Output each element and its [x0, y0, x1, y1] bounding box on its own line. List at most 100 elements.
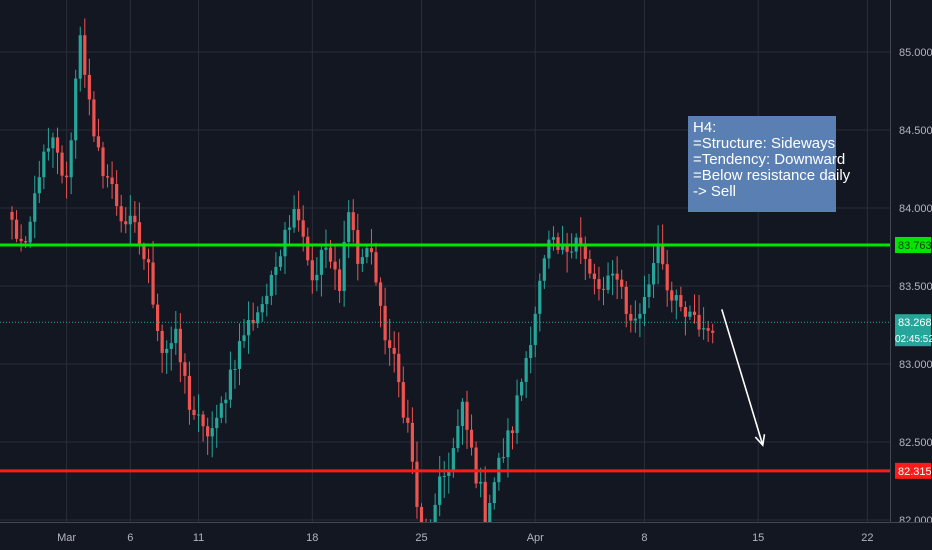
- candle-body: [451, 448, 455, 471]
- candle-body: [342, 242, 346, 291]
- candle-body: [633, 318, 637, 321]
- candle-body: [351, 212, 355, 231]
- support-price-tag[interactable]: [895, 462, 931, 479]
- time-axis-background: [0, 522, 932, 550]
- arrow-head: [754, 434, 766, 447]
- candle-body: [42, 151, 46, 178]
- candle-body: [274, 266, 278, 275]
- candle-body: [183, 362, 187, 376]
- candle-body: [565, 245, 569, 252]
- price-tick-label: 85.000: [899, 47, 932, 59]
- price-tick-label: 83.500: [899, 281, 932, 293]
- candle-body: [301, 220, 305, 237]
- current-price-tag[interactable]: [895, 314, 931, 347]
- candle-body: [447, 470, 451, 476]
- candle-body: [347, 212, 351, 243]
- candle-body: [583, 246, 587, 259]
- candle-body: [611, 273, 615, 276]
- candle-body: [101, 147, 105, 177]
- candle-body: [142, 246, 146, 260]
- candle-body: [55, 137, 60, 153]
- analysis-note[interactable]: H4: =Structure: Sideways =Tendency: Down…: [688, 116, 850, 212]
- candle-body: [206, 426, 210, 437]
- candle-body: [119, 206, 123, 222]
- grid-lines: [0, 0, 890, 522]
- time-tick-label: 8: [641, 532, 647, 544]
- candle-body: [442, 475, 446, 477]
- candle-body: [406, 417, 410, 423]
- candle-body: [19, 238, 23, 242]
- candle-body: [251, 320, 255, 324]
- candle-body: [378, 282, 383, 306]
- candle-body: [310, 260, 314, 281]
- candle-body: [324, 247, 328, 250]
- candle-body: [410, 422, 414, 462]
- candle-body: [438, 476, 442, 505]
- candle-body: [469, 429, 474, 448]
- candle-body: [401, 382, 405, 418]
- candle-body: [560, 245, 565, 250]
- candle-body: [105, 176, 110, 178]
- candle-body: [702, 328, 706, 330]
- candle-body: [415, 461, 419, 507]
- candle-body: [46, 148, 50, 152]
- candle-body: [292, 209, 296, 228]
- candle-body: [260, 304, 264, 313]
- candle-body: [60, 152, 64, 176]
- resistance-price-label: 83.763: [898, 240, 932, 252]
- horizontal-levels[interactable]: [0, 243, 890, 473]
- support-price-label: 82.315: [898, 466, 932, 478]
- candle-body: [620, 279, 624, 287]
- time-tick-label: Mar: [57, 532, 76, 544]
- candle-body: [174, 328, 178, 344]
- candle-body: [638, 313, 642, 319]
- arrow-shaft: [721, 309, 764, 446]
- candle-body: [592, 273, 596, 280]
- candle-body: [419, 506, 424, 525]
- candle-body: [156, 304, 160, 331]
- candle-body: [196, 414, 201, 416]
- candle-body: [479, 481, 483, 484]
- candle-body: [319, 249, 323, 275]
- candle-body: [570, 251, 574, 253]
- candle-body: [237, 341, 242, 369]
- candle-body: [683, 306, 687, 317]
- candle-body: [187, 375, 192, 410]
- candle-body: [165, 348, 169, 353]
- candle-body: [642, 296, 647, 314]
- time-tick-label: 15: [752, 532, 764, 544]
- candle-body: [151, 262, 155, 305]
- price-tick-label: 83.000: [899, 359, 932, 371]
- candle-body: [360, 257, 364, 264]
- candle-body: [219, 403, 223, 418]
- candle-body: [615, 273, 619, 280]
- candle-body: [65, 175, 69, 178]
- time-axis[interactable]: Mar 6 11 18 25 Apr 8 15 22: [0, 522, 932, 550]
- candle-body: [96, 136, 101, 148]
- candle-body: [515, 395, 519, 434]
- time-tick-label: 25: [415, 532, 427, 544]
- candle-body: [83, 35, 87, 75]
- candle-body: [624, 286, 628, 314]
- candle-body: [651, 263, 656, 285]
- candle-body: [356, 230, 360, 264]
- time-tick-label: 18: [306, 532, 318, 544]
- candle-body: [711, 330, 715, 333]
- candle-body: [365, 248, 369, 258]
- candle-body: [265, 295, 269, 305]
- candle-body: [488, 503, 492, 523]
- resistance-price-tag[interactable]: [895, 236, 931, 253]
- candle-body: [510, 430, 515, 434]
- candle-body: [520, 381, 524, 396]
- candle-body: [283, 229, 287, 257]
- candle-body: [551, 237, 556, 240]
- price-axis[interactable]: 85.00084.50084.00083.50083.00082.50082.0…: [890, 0, 932, 550]
- candle-body: [306, 236, 310, 261]
- candle-body: [674, 295, 678, 301]
- current-price-label: 83.268: [898, 317, 932, 329]
- note-line: =Structure: Sideways: [693, 135, 836, 152]
- candle-body: [647, 284, 651, 297]
- candle-body: [661, 245, 665, 265]
